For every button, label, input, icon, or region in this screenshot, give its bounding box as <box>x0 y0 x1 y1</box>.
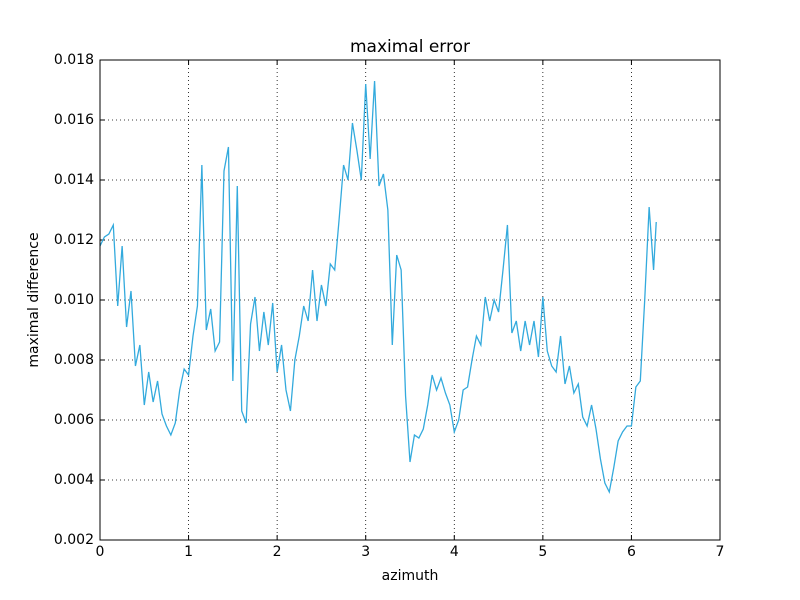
y-tick-label: 0.012 <box>54 232 94 248</box>
x-tick-label: 7 <box>716 544 725 560</box>
y-axis-label: maximal difference <box>26 232 42 367</box>
plot-frame <box>99 59 721 541</box>
y-tick-label: 0.010 <box>54 292 94 308</box>
x-tick-label: 5 <box>538 544 547 560</box>
x-tick-label: 6 <box>627 544 636 560</box>
x-tick-label: 0 <box>96 544 105 560</box>
y-tick-label: 0.004 <box>54 472 94 488</box>
y-tick-label: 0.002 <box>54 532 94 548</box>
x-tick-label: 1 <box>184 544 193 560</box>
y-tick-label: 0.006 <box>54 412 94 428</box>
y-tick-label: 0.014 <box>54 172 94 188</box>
x-tick-label: 2 <box>273 544 282 560</box>
y-tick-label: 0.008 <box>54 352 94 368</box>
data-line <box>99 80 657 495</box>
chart-title: maximal error <box>350 37 470 57</box>
y-tick-label: 0.018 <box>54 52 94 68</box>
y-tick-label: 0.016 <box>54 112 94 128</box>
x-axis-label: azimuth <box>382 568 439 584</box>
x-tick-label: 4 <box>450 544 459 560</box>
x-tick-label: 3 <box>361 544 370 560</box>
